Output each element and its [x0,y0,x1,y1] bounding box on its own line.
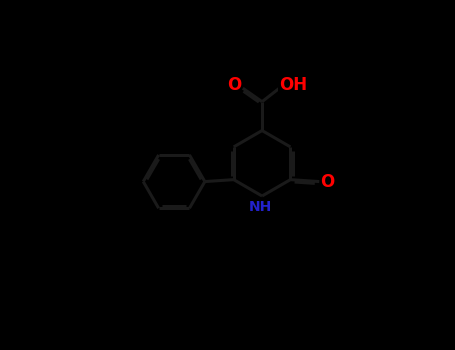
Text: O: O [321,173,335,190]
Text: O: O [227,76,242,94]
Text: OH: OH [279,76,307,94]
Text: NH: NH [248,200,272,214]
